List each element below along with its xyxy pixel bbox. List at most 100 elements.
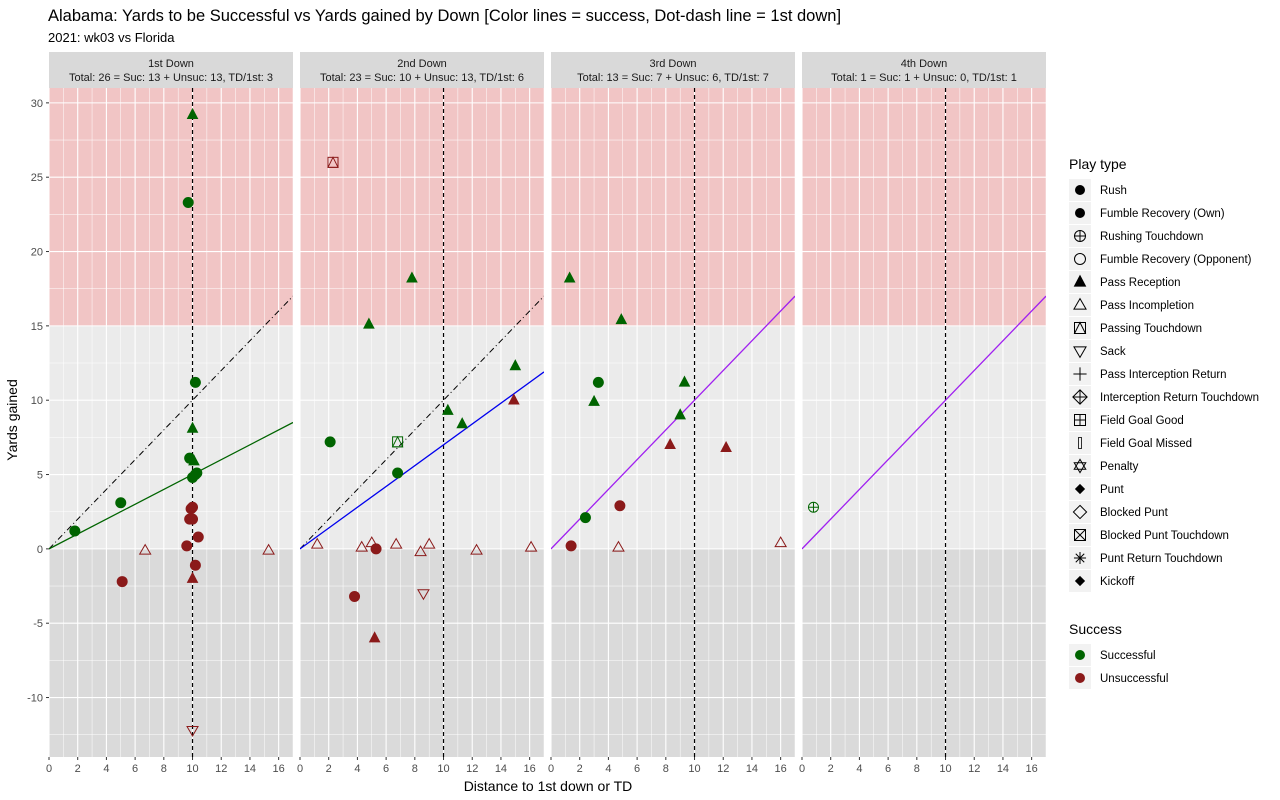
data-point <box>349 590 361 602</box>
strip-subtitle: Total: 26 = Suc: 13 + Unsuc: 13, TD/1st:… <box>69 72 273 84</box>
data-point <box>563 271 576 283</box>
facet-panel: 1st Down Total: 26 = Suc: 13 + Unsuc: 13,… <box>46 52 293 775</box>
x-tick-label: 12 <box>466 763 478 775</box>
data-point <box>327 156 339 168</box>
x-tick-label: 2 <box>828 763 834 775</box>
data-point <box>262 543 275 555</box>
data-point <box>417 589 430 601</box>
x-tick-label: 14 <box>746 763 758 775</box>
background-band <box>802 88 1046 326</box>
facet-panel: 3rd Down Total: 13 = Suc: 7 + Unsuc: 6, T… <box>548 52 795 775</box>
y-tick-label: 15 <box>31 321 43 333</box>
legend-symbol <box>1073 367 1087 381</box>
legend-label: Fumble Recovery (Own) <box>1100 208 1225 220</box>
legend-symbol <box>1073 551 1087 565</box>
x-tick-label: 14 <box>997 763 1009 775</box>
x-tick-label: 14 <box>244 763 256 775</box>
background-band <box>49 88 293 326</box>
x-tick-label: 8 <box>663 763 669 775</box>
strip-title: 3rd Down <box>649 58 696 70</box>
data-point <box>674 408 687 420</box>
data-point <box>189 469 201 481</box>
x-tick-label: 10 <box>939 763 951 775</box>
x-tick-label: 0 <box>799 763 805 775</box>
success-line <box>49 421 293 550</box>
data-point <box>186 421 199 433</box>
panel-plot-area <box>49 88 293 757</box>
legend-label: Rushing Touchdown <box>1100 231 1203 243</box>
legend-label: Field Goal Missed <box>1100 438 1192 450</box>
legend-symbol <box>1078 437 1082 449</box>
legend-key <box>1069 432 1091 454</box>
success-line <box>802 295 1046 550</box>
strip-background <box>300 52 544 88</box>
legend-symbol <box>1072 389 1088 405</box>
x-tick-label: 10 <box>437 763 449 775</box>
y-tick-label: 20 <box>31 247 43 259</box>
data-point <box>368 631 381 643</box>
x-tick-label: 2 <box>326 763 332 775</box>
data-point <box>807 501 819 513</box>
legend-play-type: Play type Rush Fumble Recovery (Own) Rushi… <box>1062 156 1272 594</box>
data-point <box>370 543 382 555</box>
data-point <box>612 540 625 552</box>
legend-key <box>1069 248 1091 270</box>
data-point <box>614 500 626 512</box>
data-point <box>310 537 324 549</box>
strip-title: 4th Down <box>901 58 947 70</box>
legend-symbol <box>1072 504 1088 520</box>
legend-label: Rush <box>1100 185 1127 197</box>
x-tick-label: 0 <box>297 763 303 775</box>
x-tick-label: 6 <box>132 763 138 775</box>
data-point <box>774 536 788 548</box>
legend-label: Pass Interception Return <box>1100 369 1227 381</box>
chart-title: Alabama: Yards to be Successful vs Yards… <box>48 7 841 25</box>
x-axis-label: Distance to 1st down or TD <box>464 778 633 794</box>
background-band <box>551 548 795 757</box>
panel-plot-area <box>300 88 544 757</box>
data-point <box>470 543 483 555</box>
legend-symbol <box>1073 458 1087 474</box>
background-band <box>300 548 544 757</box>
panel-plot-area <box>551 88 795 757</box>
legend-key <box>1069 317 1091 339</box>
x-tick-label: 2 <box>75 763 81 775</box>
y-axis: -10 -5 0 5 10 15 20 25 30 <box>27 98 49 705</box>
legend-symbol <box>1074 253 1086 265</box>
legend-label: Punt Return Touchdown <box>1100 553 1223 565</box>
data-point <box>508 393 520 405</box>
data-point <box>186 725 199 737</box>
legend-symbol <box>1074 414 1086 426</box>
legend-label: Pass Incompletion <box>1100 300 1194 312</box>
legend-success-title: Success <box>1069 621 1122 637</box>
data-point <box>187 513 199 525</box>
facet-panel: 2nd Down Total: 23 = Suc: 10 + Unsuc: 13,… <box>297 52 544 775</box>
data-point <box>138 543 152 555</box>
x-tick-label: 0 <box>46 763 52 775</box>
x-tick-label: 12 <box>717 763 729 775</box>
legend-symbol <box>1073 346 1087 359</box>
y-axis-label: Yards gained <box>4 379 20 460</box>
background-band <box>551 88 795 326</box>
panel-plot-area <box>802 88 1046 757</box>
y-tick-label: 30 <box>31 98 43 110</box>
data-point <box>565 540 577 552</box>
x-tick-label: 16 <box>524 763 536 775</box>
legend-symbol <box>1074 575 1086 587</box>
x-tick-label: 12 <box>968 763 980 775</box>
success-line <box>551 295 795 550</box>
legend-symbol <box>1075 650 1085 660</box>
facet-panel: 4th Down Total: 1 = Suc: 1 + Unsuc: 0, TD… <box>799 52 1046 775</box>
x-tick-label: 4 <box>103 763 109 775</box>
legend-symbol <box>1074 230 1086 242</box>
x-tick-label: 16 <box>775 763 787 775</box>
background-band <box>300 88 544 326</box>
data-point <box>592 376 604 388</box>
data-point <box>185 503 197 515</box>
data-point <box>69 525 81 537</box>
legend-key <box>1069 501 1091 523</box>
data-point <box>509 359 522 371</box>
legend-symbol <box>1073 321 1087 334</box>
legend-symbol <box>1074 483 1086 495</box>
